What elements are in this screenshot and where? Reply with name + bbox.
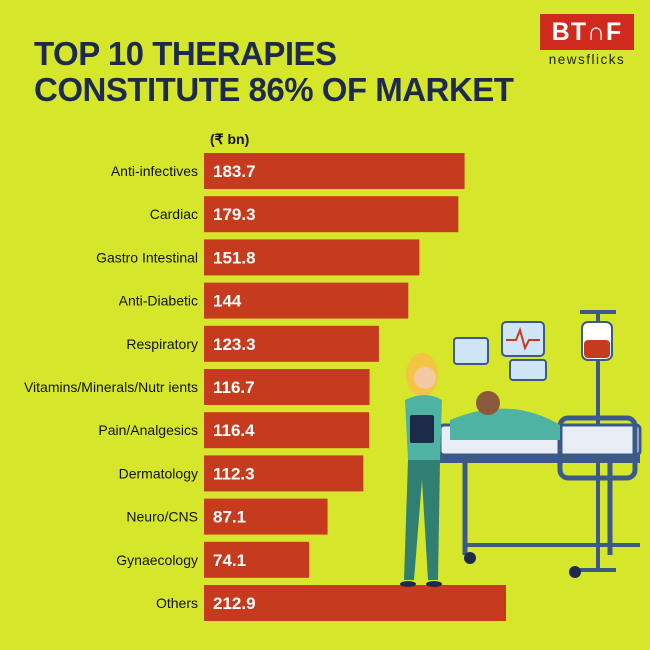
iv-stand-icon xyxy=(580,310,616,572)
category-label-1: Cardiac xyxy=(150,206,198,222)
logo-mark: BT∩F xyxy=(540,14,634,50)
category-label-9: Gynaecology xyxy=(116,552,198,568)
bar-3 xyxy=(204,282,409,319)
category-label-5: Vitamins/Minerals/Nutr ients xyxy=(24,379,198,395)
brand-logo: BT∩F newsflicks xyxy=(540,14,634,74)
title-line-2: CONSTITUTE 86% OF MARKET xyxy=(34,71,514,108)
bar-0 xyxy=(204,153,465,189)
chart-title: TOP 10 THERAPIES CONSTITUTE 86% OF MARKE… xyxy=(34,36,554,108)
logo-tagline: newsflicks xyxy=(548,52,626,67)
value-label-1: 179.3 xyxy=(213,205,256,224)
category-label-7: Dermatology xyxy=(119,465,198,481)
bar-7 xyxy=(204,455,364,492)
nurse-icon xyxy=(400,353,442,587)
category-label-0: Anti-infectives xyxy=(111,163,198,179)
value-label-0: 183.7 xyxy=(213,162,256,181)
value-label-6: 116.4 xyxy=(213,421,255,440)
bar-4 xyxy=(204,325,379,362)
value-label-5: 116.7 xyxy=(213,378,255,397)
bar-9 xyxy=(204,541,310,578)
value-label-4: 123.3 xyxy=(213,335,256,354)
category-label-8: Neuro/CNS xyxy=(126,509,198,525)
bar-2 xyxy=(204,239,420,276)
bar-6 xyxy=(204,412,370,449)
monitor-icon xyxy=(453,321,547,381)
value-label-3: 144 xyxy=(213,292,242,311)
category-label-4: Respiratory xyxy=(126,336,198,352)
bar-10 xyxy=(204,585,506,621)
category-label-3: Anti-Diabetic xyxy=(119,293,198,309)
unit-label: (₹ bn) xyxy=(210,131,250,147)
value-label-8: 87.1 xyxy=(213,508,246,527)
category-label-2: Gastro Intestinal xyxy=(96,249,198,265)
value-label-2: 151.8 xyxy=(213,248,256,267)
bar-8 xyxy=(204,498,328,535)
bed-icon xyxy=(438,391,642,578)
value-label-7: 112.3 xyxy=(213,464,255,483)
value-label-9: 74.1 xyxy=(213,551,246,570)
bar-5 xyxy=(204,369,370,405)
value-label-10: 212.9 xyxy=(213,594,256,613)
title-line-1: TOP 10 THERAPIES xyxy=(34,35,337,72)
bar-1 xyxy=(204,196,459,233)
category-label-6: Pain/Analgesics xyxy=(98,422,198,438)
category-label-10: Others xyxy=(156,595,198,611)
hospital-illustration xyxy=(400,310,642,587)
